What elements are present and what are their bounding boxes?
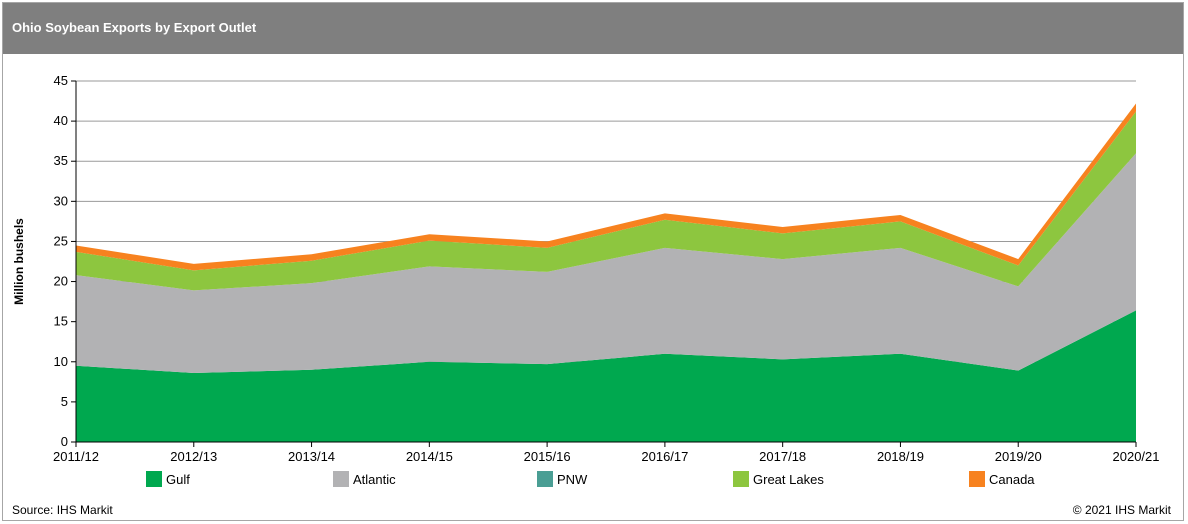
legend-label: PNW	[557, 471, 588, 487]
copyright-note: © 2021 IHS Markit	[1072, 503, 1171, 517]
legend-item-atlantic: Atlantic	[333, 469, 396, 489]
x-tick-label: 2019/20	[995, 449, 1042, 464]
x-tick-label: 2013/14	[288, 449, 335, 464]
legend-item-great-lakes: Great Lakes	[733, 469, 824, 489]
y-tick-label: 35	[54, 153, 68, 168]
x-tick-label: 2015/16	[524, 449, 571, 464]
legend-swatch	[969, 471, 985, 487]
y-tick-label: 45	[54, 73, 68, 88]
y-tick-label: 40	[54, 113, 68, 128]
y-tick-label: 30	[54, 193, 68, 208]
legend-swatch	[146, 471, 162, 487]
source-note: Source: IHS Markit	[12, 503, 113, 517]
chart-legend: Gulf Atlantic PNW Great Lakes Canada	[3, 469, 1183, 491]
y-tick-label: 5	[61, 394, 68, 409]
legend-item-pnw: PNW	[537, 469, 587, 489]
chart-title: Ohio Soybean Exports by Export Outlet	[12, 20, 257, 35]
legend-label: Atlantic	[353, 471, 396, 487]
chart-header: Ohio Soybean Exports by Export Outlet	[3, 3, 1183, 54]
legend-swatch	[333, 471, 349, 487]
legend-swatch	[537, 471, 553, 487]
legend-item-gulf: Gulf	[146, 469, 190, 489]
x-tick-label: 2018/19	[877, 449, 924, 464]
y-tick-label: 15	[54, 314, 68, 329]
x-tick-label: 2012/13	[170, 449, 217, 464]
legend-label: Great Lakes	[753, 471, 824, 487]
x-tick-label: 2011/12	[53, 449, 99, 464]
y-tick-label: 25	[54, 233, 68, 248]
x-tick-label: 2016/17	[641, 449, 688, 464]
legend-label: Canada	[989, 471, 1035, 487]
x-tick-label: 2017/18	[759, 449, 806, 464]
x-tick-label: 2014/15	[406, 449, 453, 464]
area-gulf	[76, 310, 1136, 442]
legend-swatch	[733, 471, 749, 487]
y-tick-label: 10	[54, 354, 68, 369]
chart-area: 0 5 10 15 20 25 30 35 40 45 2011/12 2012/13 2013/14 2…	[3, 54, 1183, 496]
y-tick-label: 0	[61, 434, 68, 449]
x-tick-label: 2020/21	[1113, 449, 1160, 464]
area-atlantic	[76, 153, 1136, 374]
legend-label: Gulf	[166, 471, 190, 487]
area-great-lakes	[76, 111, 1136, 291]
y-tick-label: 20	[54, 274, 68, 289]
legend-item-canada: Canada	[969, 469, 1035, 489]
y-axis-label: Million bushels	[12, 218, 26, 305]
stacked-area-chart: 0 5 10 15 20 25 30 35 40 45 2011/12 2012/13 2013/14 2…	[12, 73, 1160, 464]
